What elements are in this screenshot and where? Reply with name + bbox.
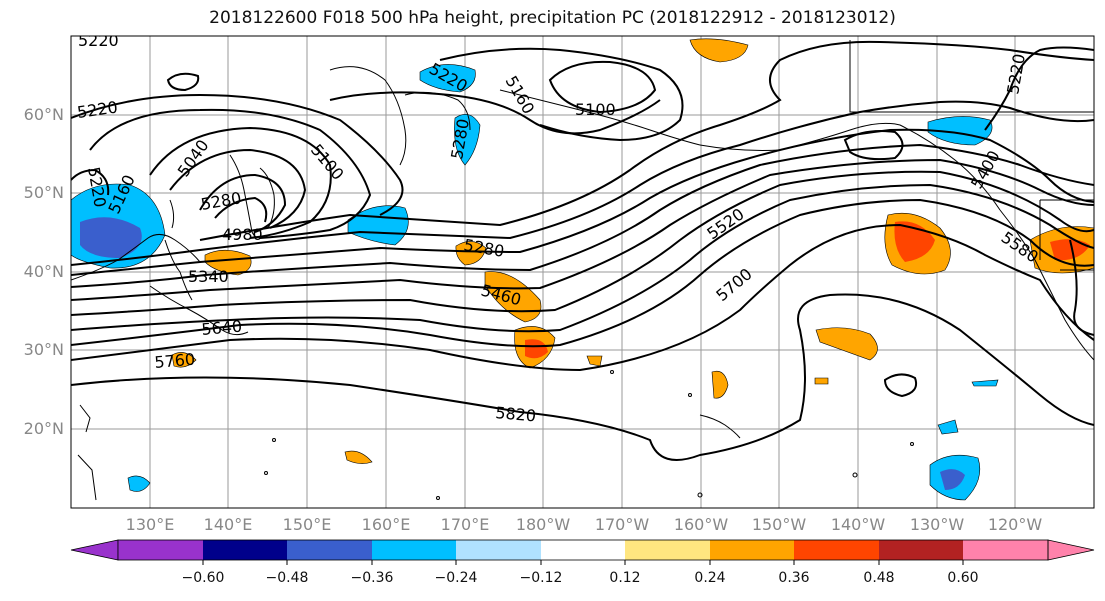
- contour-label: 5100: [575, 100, 616, 119]
- precip-shading: [71, 38, 1094, 501]
- contour-gulf-low: [843, 130, 904, 161]
- precip-blob-alaska: [927, 116, 993, 146]
- colorbar-tick-label: 0.60: [947, 570, 979, 586]
- contour-5700: [71, 198, 1094, 348]
- contour-cut-east: [1069, 239, 1094, 336]
- contour-5100-bering-loop: [548, 60, 657, 114]
- lat-label: 60°N: [23, 105, 64, 124]
- precip-blob-kamchatka-east: [454, 113, 481, 166]
- precip-blob-subtrop-2: [711, 371, 729, 399]
- colorbar-tick-label: −0.36: [350, 570, 394, 586]
- lon-label: 140°E: [203, 515, 253, 534]
- colorbar-tick-label: 0.48: [863, 570, 895, 586]
- colorbar-swatch: [372, 540, 456, 560]
- contour-high-1: [883, 373, 918, 398]
- chart-title: 2018122600 F018 500 hPa height, precipit…: [209, 8, 896, 28]
- contour-5760: [71, 223, 1094, 372]
- contour-5100-aleutian: [329, 91, 661, 135]
- contour-4920: [214, 196, 268, 223]
- contour-label: 5820: [495, 403, 537, 425]
- contour-5400: [71, 128, 1094, 276]
- contour-5040: [169, 148, 307, 229]
- precip-blob-midpac-2: [484, 271, 542, 323]
- lon-label: 170°E: [440, 515, 490, 534]
- precip-blob-subtrop-4: [344, 450, 373, 464]
- contour-5520: [71, 158, 1094, 301]
- colorbar-tick-label: 0.24: [694, 570, 726, 586]
- contour-5220-east: [984, 46, 1094, 131]
- precip-blob-tiny-4: [814, 377, 829, 385]
- precip-blob-subtrop-3: [171, 352, 197, 368]
- colorbar-high-extension: [1047, 539, 1095, 561]
- colorbar: [70, 539, 1095, 565]
- lat-label: 30°N: [23, 340, 64, 359]
- colorbar-swatch: [794, 540, 879, 560]
- colorbar-tick-label: −0.60: [181, 570, 225, 586]
- lon-label: 160°E: [361, 515, 411, 534]
- contour-label: 4980: [222, 225, 263, 244]
- precip-blob-japan-sea-core: [80, 217, 142, 258]
- lon-label: 160°W: [673, 515, 729, 534]
- colorbar-tick-label: 0.12: [609, 570, 641, 586]
- lat-label: 50°N: [23, 183, 64, 202]
- precip-blob-small-south: [127, 475, 151, 492]
- contour-4980: [199, 173, 287, 233]
- contour-5340: [71, 100, 1094, 266]
- precip-blob-subtrop-1: [815, 327, 878, 361]
- contour-5460: [71, 143, 1094, 288]
- colorbar-swatch: [456, 540, 541, 560]
- lat-label: 20°N: [23, 419, 64, 438]
- contour-5160: [89, 108, 372, 239]
- contour-small-loop: [166, 72, 200, 92]
- precip-blob-midpac-3-core: [525, 339, 548, 359]
- precip-blob-midpac-1: [455, 241, 487, 266]
- colorbar-swatch: [963, 540, 1048, 560]
- lat-label: 40°N: [23, 262, 64, 281]
- precip-blob-japan-south: [204, 249, 252, 276]
- contour-label: 5760: [154, 350, 196, 372]
- colorbar-swatch: [287, 540, 372, 560]
- colorbar-tick-label: −0.24: [434, 570, 478, 586]
- lon-label: 120°W: [987, 515, 1043, 534]
- colorbar-tick-label: −0.48: [265, 570, 309, 586]
- map-frame: [70, 35, 1095, 509]
- colorbar-tick-label: −0.12: [519, 570, 563, 586]
- lon-label: 130°W: [909, 515, 965, 534]
- contour-5280: [199, 40, 1094, 241]
- colorbar-swatch: [118, 540, 203, 560]
- colorbar-low-extension: [70, 539, 119, 561]
- contour-5160-aleutian: [439, 47, 684, 142]
- colorbar-swatch: [710, 540, 794, 560]
- lon-label: 150°W: [751, 515, 807, 534]
- precip-blob-npac-top: [689, 38, 749, 63]
- lon-label: 150°E: [282, 515, 332, 534]
- contour-label: 5220: [78, 31, 119, 50]
- precip-blob-west-coast-core: [1050, 239, 1090, 261]
- precip-blob-hawaii-east-core: [940, 469, 965, 490]
- height-contours: [71, 40, 1094, 461]
- lon-label: 130°E: [125, 515, 175, 534]
- contour-5580: [71, 170, 1094, 316]
- contour-5100: [149, 126, 332, 239]
- contour-label: 5640: [201, 317, 243, 339]
- colorbar-tick-label: 0.36: [778, 570, 810, 586]
- precip-blob-tiny-2: [937, 419, 959, 435]
- contour-5820: [71, 293, 1094, 461]
- precip-blob-bering: [419, 64, 476, 93]
- contour-label: 5340: [188, 267, 229, 286]
- precip-blob-tiny-1: [971, 379, 999, 387]
- contour-5220-west: [71, 93, 404, 216]
- contour-big-west-low: [71, 168, 110, 196]
- lon-label: 140°W: [830, 515, 886, 534]
- lon-label: 180°W: [515, 515, 571, 534]
- colorbar-swatch: [203, 540, 287, 560]
- colorbar-swatch: [879, 540, 963, 560]
- contour-5640: [71, 183, 1094, 333]
- islands: [77, 199, 914, 501]
- lon-label: 170°W: [594, 515, 650, 534]
- colorbar-swatch: [625, 540, 710, 560]
- colorbar-swatch: [541, 540, 625, 560]
